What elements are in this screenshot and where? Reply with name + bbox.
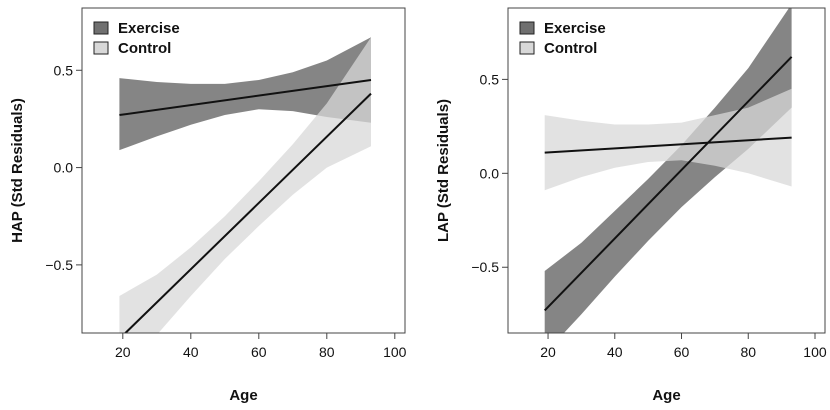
hap-exercise-fit-line (119, 79, 372, 117)
lap-plot-area (543, 8, 793, 333)
hap-x-tick-label: 80 (319, 344, 335, 360)
hap-legend-label-control: Control (118, 40, 171, 57)
lap-x-axis-title: Age (652, 387, 680, 404)
lap-y-tick-label: −0.5 (471, 259, 499, 275)
lap-y-axis-title: LAP (Std Residuals) (435, 99, 452, 242)
lap-exercise-confidence-band (544, 8, 792, 333)
hap-exercise-confidence-band (119, 37, 372, 151)
lap-x-tick-label: 20 (540, 344, 556, 360)
lap-legend-swatch-control (519, 41, 535, 55)
lap-x-tick-label: 100 (803, 344, 827, 360)
lap-legend-swatch-exercise (519, 21, 535, 35)
hap-x-axis-title: Age (229, 387, 257, 404)
hap-y-axis-title: HAP (Std Residuals) (9, 98, 26, 243)
lap-panel: 20 40 60 80 100 −0.5 0.0 0.5 Age LAP (Std Residua… (435, 7, 827, 404)
lap-x-tick-label: 60 (674, 344, 690, 360)
lap-control-fit-line (544, 136, 792, 154)
lap-x-tick-label: 80 (740, 344, 756, 360)
hap-panel: 20 40 60 80 100 −0.5 0.0 0.5 Age HAP (Std Residua… (9, 7, 407, 404)
lap-plot-frame (507, 7, 826, 334)
lap-x-tick-label: 40 (607, 344, 623, 360)
lap-exercise-fit-line (543, 56, 793, 312)
hap-control-confidence-band (119, 37, 371, 333)
hap-legend: Exercise Control (93, 20, 180, 57)
lap-legend-label-control: Control (544, 40, 597, 57)
hap-legend-swatch-control (93, 41, 109, 55)
hap-y-tick-label: 0.0 (54, 160, 74, 176)
lap-control-confidence-band (544, 88, 792, 191)
hap-y-tick-label: −0.5 (45, 257, 73, 273)
hap-y-tick-label: 0.5 (54, 62, 74, 78)
hap-plot-frame (81, 7, 406, 334)
lap-legend-label-exercise: Exercise (544, 20, 606, 37)
hap-legend-swatch-exercise (93, 21, 109, 35)
hap-x-tick-label: 20 (115, 344, 131, 360)
lap-legend: Exercise Control (519, 20, 606, 57)
hap-plot-area (119, 37, 372, 333)
hap-x-tick-label: 40 (183, 344, 199, 360)
hap-legend-label-exercise: Exercise (118, 20, 180, 37)
hap-x-tick-label: 60 (251, 344, 267, 360)
hap-control-fit-line (123, 92, 372, 333)
lap-y-tick-label: 0.5 (480, 71, 500, 87)
hap-x-tick-label: 100 (383, 344, 407, 360)
lap-y-tick-label: 0.0 (480, 165, 500, 181)
